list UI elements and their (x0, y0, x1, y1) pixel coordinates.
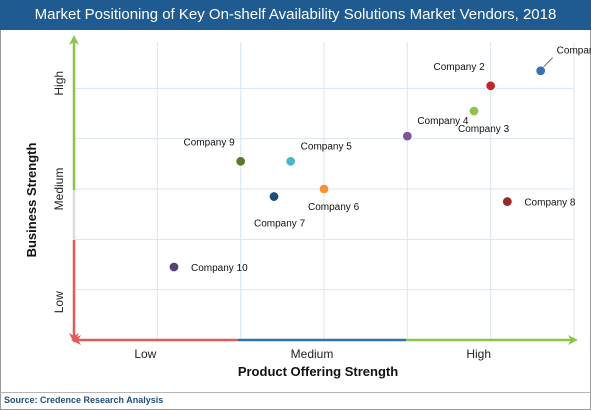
data-point (285, 156, 296, 167)
chart-title: Market Positioning of Key On-shelf Avail… (0, 0, 591, 30)
data-point (502, 196, 513, 207)
x-tick-label: Medium (291, 347, 334, 361)
data-point (402, 130, 413, 142)
data-point (235, 156, 246, 167)
data-label: Company 8 (524, 198, 576, 209)
data-label: Company 1 (557, 46, 591, 57)
y-axis-label: Business Strength (24, 143, 39, 258)
x-tick-label: Low (134, 347, 156, 361)
data-point (268, 191, 280, 202)
data-point (485, 80, 496, 92)
data-point (535, 65, 546, 76)
y-tick-label: Low (52, 291, 66, 313)
x-axis-label: Product Offering Strength (238, 364, 398, 379)
data-point-group: Company 7 (254, 191, 306, 230)
data-point-group: Company 3 (458, 105, 510, 135)
y-tick-label: High (52, 71, 66, 96)
data-label: Company 2 (434, 62, 486, 73)
data-point-group: Company 6 (308, 183, 360, 213)
data-point-group: Company 1 (535, 46, 591, 76)
data-point (168, 261, 180, 273)
data-label: Company 10 (191, 263, 248, 274)
data-label: Company 4 (417, 116, 469, 127)
data-point-group: Company 8 (502, 196, 576, 209)
x-tick-label: High (466, 347, 491, 361)
data-label: Company 7 (254, 219, 306, 230)
data-point-group: Company 4 (402, 116, 469, 142)
data-point (318, 183, 330, 195)
data-label: Company 5 (301, 141, 353, 152)
footer-divider (0, 392, 591, 393)
data-point-group: Company 9 (184, 137, 246, 167)
data-point-group: Company 2 (434, 62, 496, 92)
data-label: Company 6 (308, 202, 360, 213)
tick-labels: Low Medium High Low Medium High (52, 71, 491, 361)
axes (69, 35, 578, 345)
source-note: Source: Credence Research Analysis (4, 395, 164, 405)
data-label: Company 3 (458, 124, 510, 135)
data-label: Company 9 (184, 137, 236, 148)
data-point-group: Company 5 (285, 141, 353, 167)
data-point-group: Company 10 (168, 261, 248, 274)
data-point (468, 105, 480, 117)
y-tick-label: Medium (52, 168, 66, 211)
leader-line (543, 57, 553, 67)
